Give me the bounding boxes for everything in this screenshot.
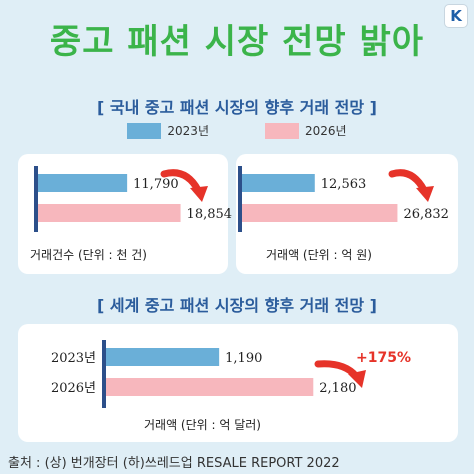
category-label-2023년: 2023년 (51, 351, 96, 366)
count-chart-card: 11,790 18,854 거래건수 (단위 : 천 건) (18, 154, 232, 274)
growth-annotation: +175% (356, 350, 411, 366)
bar-value-label-2026년: 18,854 (187, 207, 233, 222)
count-chart: 11,790 18,854 (34, 166, 232, 232)
growth-arrow (160, 169, 202, 194)
amount-chart-card: 12,563 26,832 거래액 (단위 : 억 원) (236, 154, 458, 274)
count-chart-unit-label: 거래건수 (단위 : 천 건) (30, 248, 147, 262)
bar-2026년 (38, 204, 181, 222)
category-label-2026년: 2026년 (51, 381, 96, 396)
y-axis-line (238, 166, 242, 232)
legend-item-2026: 2026년 (265, 122, 347, 139)
legend-label-2026: 2026년 (305, 124, 347, 138)
growth-arrow-head (348, 370, 366, 388)
global-chart-card: 1,190 2023년 2,180 2026년 +175% 거래액 (단위 : 억 달러… (18, 324, 458, 442)
bar-2023년 (38, 174, 128, 192)
bar-2023년 (106, 348, 220, 366)
bar-2026년 (242, 204, 398, 222)
global-section-title: [ 세계 중고 패션 시장의 향후 거래 전망 ] (97, 296, 377, 315)
page-title: 중고 패션 시장 전망 밝아 (49, 22, 425, 62)
bar-2023년 (242, 174, 315, 192)
legend-swatch-2026 (265, 122, 299, 139)
bar-value-label-2023년: 1,190 (225, 351, 262, 366)
amount-chart: 12,563 26,832 (238, 166, 449, 232)
brand-logo: K (444, 4, 468, 28)
bar-value-label-2023년: 11,790 (133, 177, 179, 192)
bar-2026년 (106, 378, 314, 396)
global-chart-unit-label: 거래액 (단위 : 억 달러) (144, 418, 261, 432)
bar-value-label-2026년: 26,832 (403, 207, 449, 222)
legend: 2023년 2026년 (0, 122, 474, 139)
legend-swatch-2023 (127, 122, 162, 139)
global-chart: 1,190 2023년 2,180 2026년 +175% (51, 340, 411, 408)
domestic-section-title: [ 국내 중고 패션 시장의 향후 거래 전망 ] (97, 98, 377, 117)
source-note: 출처 : (상) 번개장터 (하)쓰레드업 RESALE REPORT 2022 (8, 456, 340, 471)
bar-value-label-2023년: 12,563 (321, 177, 367, 192)
amount-chart-unit-label: 거래액 (단위 : 억 원) (266, 248, 372, 262)
y-axis-line (102, 340, 106, 408)
y-axis-line (34, 166, 38, 232)
growth-arrow-head (416, 186, 434, 202)
legend-item-2023: 2023년 (127, 122, 209, 139)
legend-label-2023: 2023년 (167, 124, 209, 138)
growth-arrow (388, 169, 428, 194)
growth-arrow-head (190, 186, 208, 202)
bar-value-label-2026년: 2,180 (319, 381, 356, 396)
